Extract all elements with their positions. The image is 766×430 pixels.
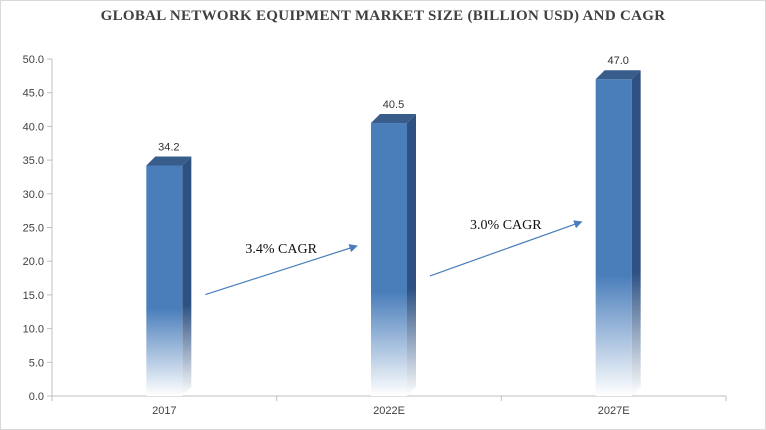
- y-tick-label: 15.0: [23, 290, 44, 302]
- x-tick-label: 2027E: [598, 405, 630, 417]
- y-tick-label: 45.0: [23, 88, 44, 100]
- bar-front: [371, 123, 407, 396]
- bar-top: [371, 114, 416, 124]
- bar-top: [146, 156, 192, 166]
- data-labels: 34.2 40.5 47.0: [158, 55, 629, 153]
- y-tick-label: 50.0: [23, 54, 44, 66]
- y-tick-label: 0.0: [29, 391, 44, 403]
- cagr-arrow: [205, 244, 358, 296]
- bars: [146, 70, 641, 396]
- cagr-annotations: 3.4% CAGR 3.0% CAGR: [205, 218, 583, 296]
- y-tick-label: 40.0: [23, 121, 44, 133]
- data-label: 40.5: [383, 99, 404, 111]
- data-label: 47.0: [607, 55, 628, 67]
- bar: [595, 70, 641, 396]
- y-tick-label: 25.0: [23, 223, 44, 235]
- cagr-label: 3.4% CAGR: [245, 242, 317, 257]
- bar-front: [146, 165, 183, 396]
- data-label: 34.2: [158, 141, 179, 153]
- chart-title: GLOBAL NETWORK EQUIPMENT MARKET SIZE (BI…: [100, 8, 666, 24]
- y-tick-label: 10.0: [23, 324, 44, 336]
- bar-front: [595, 79, 632, 396]
- bar-side: [407, 114, 416, 396]
- y-tick-label: 30.0: [23, 189, 44, 201]
- bar-side: [182, 156, 192, 396]
- bar: [371, 114, 416, 396]
- x-tick-label: 2017: [152, 405, 176, 417]
- cagr-label: 3.0% CAGR: [470, 218, 542, 233]
- cagr-arrow: [429, 220, 583, 277]
- y-tick-label: 20.0: [23, 256, 44, 268]
- y-tick-label: 35.0: [23, 155, 44, 167]
- bar-top: [595, 70, 641, 80]
- bar: [146, 156, 192, 396]
- bar-side: [631, 70, 641, 396]
- x-tick-label: 2022E: [373, 405, 405, 417]
- y-tick-label: 5.0: [29, 357, 44, 369]
